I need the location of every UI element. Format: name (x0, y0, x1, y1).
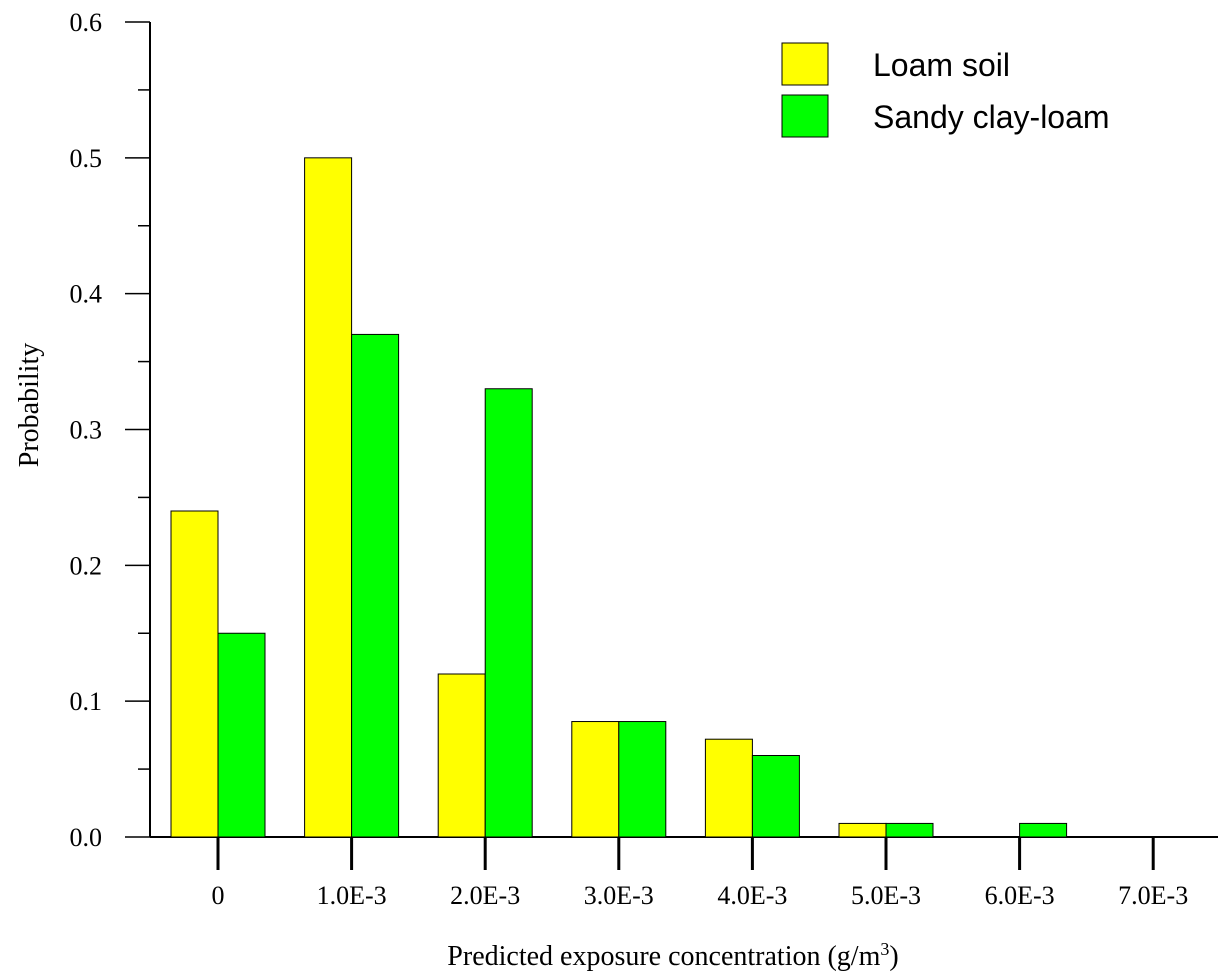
x-tick-label: 6.0E-3 (985, 881, 1055, 910)
y-axis-title: Probability (14, 343, 45, 467)
y-tick-label: 0.4 (70, 280, 103, 309)
x-tick-label: 3.0E-3 (584, 881, 654, 910)
x-tick-label: 1.0E-3 (317, 881, 387, 910)
bar-series-1 (304, 157, 353, 838)
y-tick-label: 0.5 (70, 144, 103, 173)
bar-series-1 (170, 510, 219, 838)
bar-series-1 (838, 822, 887, 838)
x-axis-title: Predicted exposure concentration (g/m3) (447, 939, 898, 972)
x-axis-title-superscript: 3 (880, 939, 889, 959)
bar-series-1 (437, 673, 486, 838)
x-tick-label: 0 (212, 881, 225, 910)
x-axis-title-main: Predicted exposure concentration (g/m (447, 941, 880, 972)
y-tick-label: 0.3 (70, 416, 103, 445)
legend: Loam soil Sandy clay-loam (781, 42, 1110, 138)
bar-series-2 (751, 755, 800, 838)
bar-series-1 (704, 738, 753, 838)
bar-series-2 (217, 632, 266, 838)
x-axis: 0 1.0E-3 2.0E-3 3.0E-3 4.0E-3 5.0E-3 6.0E-3 7.0… (150, 836, 1218, 910)
x-tick-label: 5.0E-3 (851, 881, 921, 910)
y-tick-label: 0.0 (70, 823, 103, 852)
y-tick-label: 0.2 (70, 551, 103, 580)
x-tick-label: 4.0E-3 (717, 881, 787, 910)
bar-series-2 (1019, 822, 1068, 838)
y-tick-label: 0.6 (70, 8, 103, 37)
legend-label: Sandy clay-loam (873, 99, 1110, 135)
bar-series-2 (484, 388, 533, 838)
y-tick-label: 0.1 (70, 687, 103, 716)
legend-label: Loam soil (873, 47, 1010, 83)
bar-series-2 (885, 822, 934, 838)
y-axis: 0.0 0.1 0.2 0.3 0.4 0.5 0.6 (70, 8, 151, 852)
bar-series-2 (351, 333, 400, 838)
x-tick-label: 2.0E-3 (450, 881, 520, 910)
x-axis-title-suffix: ) (889, 941, 898, 972)
x-tick-label: 7.0E-3 (1118, 881, 1188, 910)
bars (170, 157, 1068, 838)
legend-swatch (781, 42, 829, 86)
bar-series-1 (571, 721, 620, 838)
bar-series-2 (618, 721, 667, 838)
legend-swatch (781, 94, 829, 138)
